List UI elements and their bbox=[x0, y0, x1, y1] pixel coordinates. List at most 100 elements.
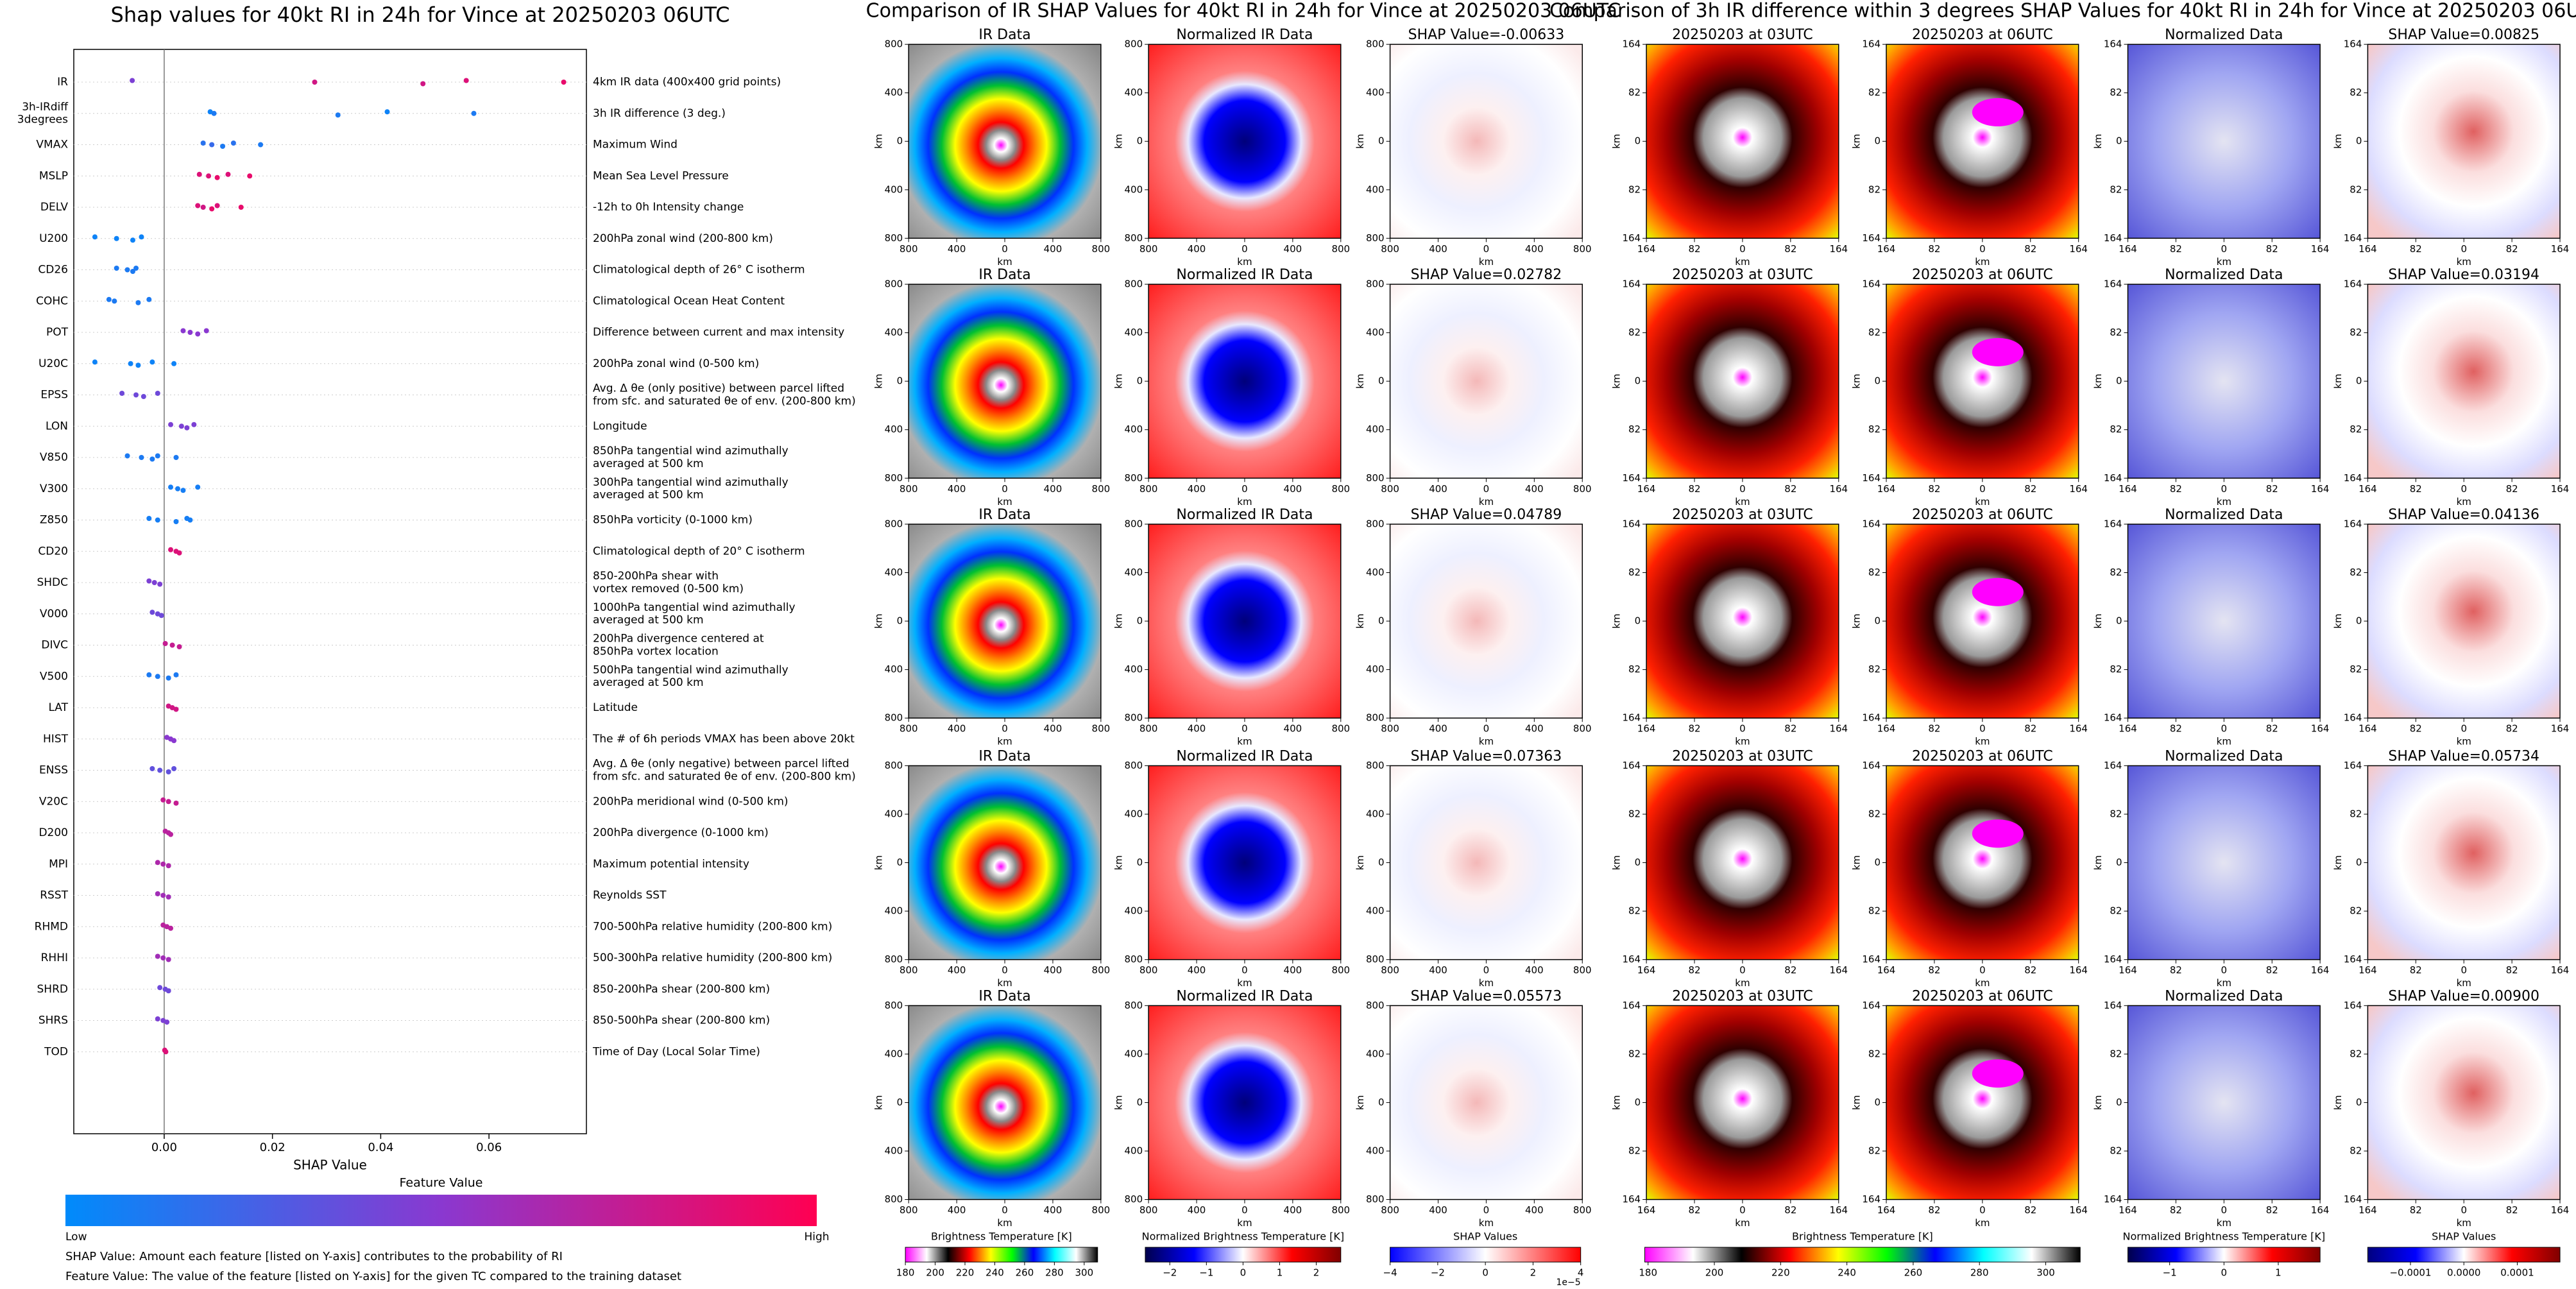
shap-dot bbox=[139, 455, 144, 460]
colorbar-tick-label: 200 bbox=[1705, 1267, 1724, 1279]
shap-dot bbox=[206, 173, 212, 179]
y-axis-label: km bbox=[1851, 613, 1863, 628]
y-axis-label: km bbox=[1611, 134, 1623, 149]
y-tick-label: 800 bbox=[1366, 38, 1385, 50]
feature-description: The # of 6h periods VMAX has been above … bbox=[592, 733, 855, 746]
x-tick-label: 0 bbox=[1739, 1204, 1746, 1216]
colorbar-tick-label: −2 bbox=[1163, 1267, 1177, 1279]
x-tick-label: 164 bbox=[2119, 1204, 2137, 1216]
shap-dot bbox=[163, 1049, 169, 1055]
x-tick-label: 0.02 bbox=[260, 1141, 286, 1154]
x-tick-label: 164 bbox=[1829, 243, 1848, 255]
colorbar-tick-label: −0.0001 bbox=[2389, 1267, 2431, 1279]
x-tick-label: 400 bbox=[1044, 1204, 1062, 1216]
x-tick-label: 0.06 bbox=[476, 1141, 502, 1154]
footnote: SHAP Value: Amount each feature [listed … bbox=[65, 1250, 563, 1263]
shap-dot bbox=[195, 203, 201, 209]
x-tick-label: 800 bbox=[1092, 1204, 1111, 1216]
image-panel bbox=[1886, 1005, 2079, 1200]
shap-dot bbox=[146, 672, 152, 678]
x-tick-label: 82 bbox=[1784, 964, 1796, 976]
x-tick-label: 0 bbox=[1483, 483, 1490, 495]
y-tick-label: 82 bbox=[2350, 327, 2362, 338]
feature-description: Reynolds SST bbox=[593, 889, 667, 902]
feature-description: Climatological Ocean Heat Content bbox=[593, 295, 785, 307]
y-tick-label: 82 bbox=[1868, 1145, 1881, 1156]
x-tick-label: 164 bbox=[2551, 243, 2570, 255]
x-tick-label: 82 bbox=[2024, 964, 2036, 976]
y-tick-label: 0 bbox=[1137, 1097, 1143, 1108]
x-tick-label: 0 bbox=[1739, 243, 1746, 255]
colorbar-label: SHAP Values bbox=[1453, 1231, 1517, 1243]
colorbar-tick-label: 300 bbox=[2036, 1267, 2055, 1279]
x-tick-label: 800 bbox=[900, 1204, 918, 1216]
colorbar-tick-label: 240 bbox=[985, 1267, 1004, 1279]
y-tick-label: 0 bbox=[1874, 1097, 1881, 1108]
image-panel bbox=[1148, 524, 1342, 719]
x-tick-label: 800 bbox=[1381, 964, 1399, 976]
y-tick-label: 164 bbox=[2104, 760, 2122, 771]
y-tick-label: 164 bbox=[2344, 1193, 2362, 1205]
x-tick-label: 800 bbox=[1139, 964, 1158, 976]
y-tick-label: 0 bbox=[897, 857, 903, 868]
colorbar bbox=[2367, 1247, 2561, 1263]
y-tick-label: 164 bbox=[2104, 518, 2122, 529]
colorbar bbox=[1145, 1247, 1342, 1263]
y-tick-label: 82 bbox=[2350, 87, 2362, 98]
x-tick-label: 800 bbox=[1331, 1204, 1350, 1216]
shap-dot bbox=[160, 797, 166, 803]
x-tick-label: 0 bbox=[1002, 1204, 1008, 1216]
y-tick-label: 82 bbox=[1628, 567, 1641, 578]
feature-description: 500hPa tangential wind azimuthally averag… bbox=[593, 663, 789, 689]
y-tick-label: 800 bbox=[1366, 518, 1385, 529]
x-axis-label: km bbox=[1975, 736, 1990, 747]
x-tick-label: 82 bbox=[1928, 483, 1940, 495]
colorbar-tick-label: 280 bbox=[1045, 1267, 1064, 1279]
y-axis-label: km bbox=[1354, 134, 1366, 149]
y-axis-label: km bbox=[1113, 134, 1125, 149]
image-panel bbox=[1389, 284, 1583, 479]
x-axis-label: km bbox=[1735, 736, 1750, 747]
y-tick-label: 0 bbox=[2356, 135, 2362, 147]
shap-dot bbox=[149, 359, 155, 365]
shap-dot bbox=[171, 738, 177, 744]
feature-label: ENSS bbox=[39, 764, 68, 777]
x-axis-label: SHAP Value bbox=[293, 1157, 367, 1173]
y-tick-label: 0 bbox=[1137, 857, 1143, 868]
feature-description: 300hPa tangential wind azimuthally averag… bbox=[593, 476, 789, 502]
x-tick-label: 82 bbox=[1688, 1204, 1700, 1216]
y-tick-label: 82 bbox=[1628, 1145, 1641, 1156]
panel-title: IR Data bbox=[978, 748, 1030, 764]
shap-dot bbox=[247, 173, 253, 179]
shap-dot bbox=[106, 296, 112, 302]
y-axis-label: km bbox=[873, 855, 885, 870]
shap-dot bbox=[191, 422, 197, 427]
colorbar bbox=[1390, 1247, 1582, 1263]
shap-dot bbox=[133, 392, 139, 398]
y-tick-label: 164 bbox=[2104, 712, 2122, 724]
x-tick-label: 164 bbox=[2311, 1204, 2330, 1216]
shap-dot bbox=[184, 425, 190, 431]
x-tick-label: 82 bbox=[2170, 243, 2182, 255]
x-tick-label: 400 bbox=[1044, 723, 1062, 735]
y-tick-label: 82 bbox=[2350, 905, 2362, 917]
x-tick-label: 164 bbox=[1637, 1204, 1656, 1216]
image-panel bbox=[1646, 284, 1839, 479]
y-tick-label: 164 bbox=[2344, 38, 2362, 50]
panel-title: SHAP Value=0.04136 bbox=[2388, 507, 2539, 523]
x-tick-label: 400 bbox=[1188, 964, 1206, 976]
y-tick-label: 82 bbox=[1628, 327, 1641, 338]
x-axis-label: km bbox=[1735, 977, 1750, 989]
colorbar-label: Normalized Brightness Temperature [K] bbox=[2123, 1231, 2326, 1243]
y-axis-label: km bbox=[1354, 373, 1366, 388]
x-tick-label: 400 bbox=[1525, 483, 1544, 495]
y-tick-label: 0 bbox=[1635, 1097, 1641, 1108]
colorbar-tick-label: 240 bbox=[1838, 1267, 1856, 1279]
x-tick-label: 400 bbox=[1525, 964, 1544, 976]
y-tick-label: 164 bbox=[2344, 760, 2362, 771]
x-tick-label: 82 bbox=[2024, 1204, 2036, 1216]
colorbar-label: Brightness Temperature [K] bbox=[1792, 1231, 1933, 1243]
y-tick-label: 0 bbox=[897, 135, 903, 147]
y-tick-label: 82 bbox=[1628, 808, 1641, 819]
